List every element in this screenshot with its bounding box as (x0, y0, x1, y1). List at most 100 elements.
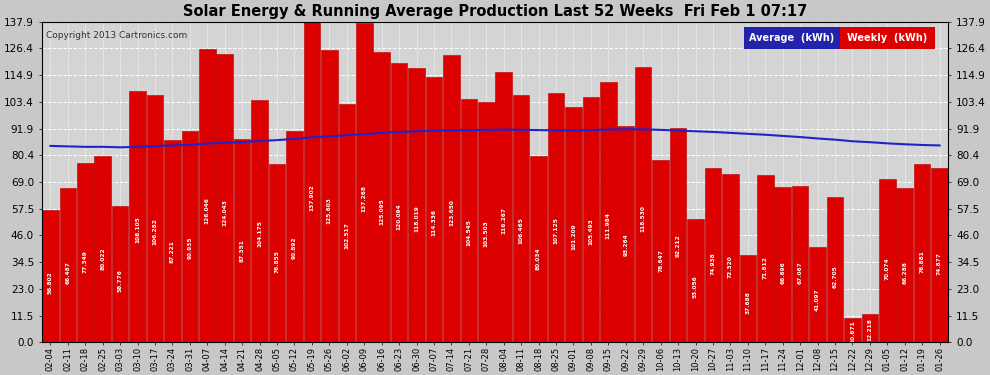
Text: 93.264: 93.264 (624, 234, 629, 256)
Bar (618, 126, 634, 342)
Bar (809, 247, 826, 342)
Text: 125.603: 125.603 (327, 198, 332, 224)
Bar (199, 49, 216, 342)
Bar (670, 128, 686, 342)
Text: 67.067: 67.067 (798, 261, 803, 284)
Bar (565, 107, 582, 342)
Text: 108.105: 108.105 (135, 216, 140, 243)
Bar (635, 67, 651, 342)
Text: 126.046: 126.046 (205, 197, 210, 224)
Text: 104.175: 104.175 (257, 220, 262, 247)
Text: 76.855: 76.855 (274, 251, 279, 273)
Text: 66.696: 66.696 (780, 261, 785, 284)
Text: 70.074: 70.074 (885, 258, 890, 280)
Bar (495, 72, 512, 342)
Bar (391, 63, 408, 342)
Bar (861, 314, 878, 342)
Text: 12.218: 12.218 (867, 318, 872, 341)
Text: 123.650: 123.650 (448, 200, 453, 226)
Text: 137.268: 137.268 (361, 185, 366, 212)
Text: 105.493: 105.493 (588, 219, 593, 245)
Bar (897, 188, 913, 342)
Bar (339, 104, 355, 342)
Text: 37.688: 37.688 (745, 291, 750, 314)
Bar (356, 23, 372, 342)
Bar (513, 95, 530, 342)
Text: 104.545: 104.545 (466, 220, 471, 246)
Text: 116.267: 116.267 (501, 207, 506, 234)
Text: 76.881: 76.881 (920, 251, 925, 273)
Bar (408, 68, 425, 342)
Text: 111.984: 111.984 (606, 212, 611, 238)
Text: Weekly  (kWh): Weekly (kWh) (847, 33, 928, 43)
Bar (652, 159, 669, 342)
Title: Solar Energy & Running Average Production Last 52 Weeks  Fri Feb 1 07:17: Solar Energy & Running Average Productio… (183, 4, 807, 19)
Bar (147, 95, 163, 342)
Text: 118.019: 118.019 (414, 206, 419, 232)
Bar (321, 50, 338, 342)
Bar (426, 76, 443, 342)
Text: 58.776: 58.776 (118, 270, 123, 292)
FancyBboxPatch shape (840, 27, 935, 49)
Bar (112, 206, 129, 342)
Bar (531, 156, 546, 342)
Text: 87.221: 87.221 (170, 240, 175, 262)
Text: 106.465: 106.465 (519, 217, 524, 244)
Text: 92.212: 92.212 (675, 234, 680, 257)
Bar (774, 187, 791, 342)
Text: 101.209: 101.209 (571, 223, 576, 250)
Bar (251, 100, 268, 342)
Text: 120.094: 120.094 (397, 203, 402, 230)
Text: 90.935: 90.935 (187, 236, 192, 258)
Text: 102.517: 102.517 (345, 222, 349, 249)
Bar (460, 99, 477, 342)
Text: 124.043: 124.043 (222, 199, 228, 226)
Bar (478, 102, 495, 342)
Text: 118.530: 118.530 (641, 205, 645, 232)
Bar (217, 54, 233, 342)
Bar (547, 93, 564, 342)
Text: 114.336: 114.336 (432, 209, 437, 236)
Bar (234, 139, 250, 342)
Text: 72.320: 72.320 (728, 255, 733, 278)
Text: 66.288: 66.288 (902, 262, 907, 285)
Bar (827, 196, 843, 342)
Text: 125.095: 125.095 (379, 198, 384, 225)
Bar (792, 186, 809, 342)
Text: 74.877: 74.877 (938, 253, 942, 276)
Bar (687, 219, 704, 342)
Bar (740, 255, 756, 342)
Text: 53.056: 53.056 (693, 276, 698, 298)
Text: 80.022: 80.022 (100, 248, 105, 270)
Bar (373, 51, 390, 342)
Bar (600, 82, 617, 342)
Bar (757, 176, 773, 342)
Bar (582, 97, 599, 342)
Bar (181, 131, 198, 342)
Text: Copyright 2013 Cartronics.com: Copyright 2013 Cartronics.com (47, 32, 187, 40)
Bar (43, 210, 58, 342)
Bar (304, 22, 320, 342)
Bar (130, 91, 146, 342)
Text: 66.487: 66.487 (65, 261, 70, 284)
Text: 87.351: 87.351 (240, 240, 245, 262)
Text: 77.349: 77.349 (83, 250, 88, 273)
Bar (722, 174, 739, 342)
Text: Average  (kWh): Average (kWh) (749, 33, 835, 43)
Bar (444, 55, 459, 342)
Text: 78.647: 78.647 (658, 249, 663, 272)
Text: 107.125: 107.125 (553, 217, 558, 244)
Text: 103.503: 103.503 (484, 221, 489, 248)
Text: 56.802: 56.802 (48, 272, 52, 294)
Text: 90.892: 90.892 (292, 236, 297, 258)
Bar (705, 168, 722, 342)
FancyBboxPatch shape (744, 27, 840, 49)
Text: 80.034: 80.034 (537, 248, 542, 270)
Text: 137.902: 137.902 (310, 185, 315, 211)
Bar (286, 131, 303, 342)
Bar (77, 162, 93, 342)
Bar (879, 180, 896, 342)
Bar (914, 164, 931, 342)
Text: 106.282: 106.282 (152, 218, 157, 244)
Text: 10.671: 10.671 (850, 320, 855, 343)
